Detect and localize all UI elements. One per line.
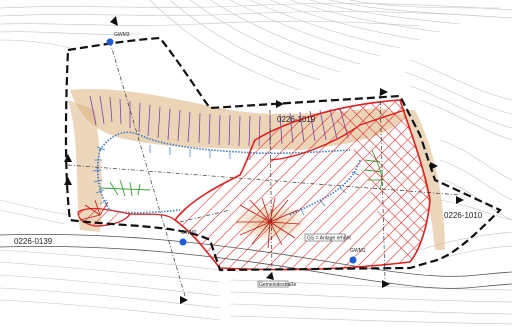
arrow-marker — [110, 16, 118, 26]
arrow-marker — [380, 88, 388, 96]
section-lines — [67, 41, 461, 297]
parcel-label-0226-1019: 0226-1019 — [277, 115, 316, 124]
development-area-red-left — [77, 207, 131, 227]
section-arrows — [64, 16, 464, 304]
well-gwm1-label: GWM1 — [350, 248, 366, 254]
parcel-label-0226-1010: 0226-1010 — [444, 211, 483, 220]
annotation-box-gs-text: GS = Anlage erhöht — [307, 236, 351, 242]
vegetation-green-left — [99, 179, 151, 197]
well-gwm2-label: GWM2 — [181, 230, 197, 236]
well-gwm3-marker — [106, 38, 114, 46]
arrow-marker — [456, 196, 464, 204]
road-label-box: Gemeindestraße — [257, 280, 296, 288]
red-edge-line — [269, 109, 406, 161]
well-gwm2-marker — [179, 238, 187, 246]
well-gwm1-marker — [349, 256, 357, 264]
radial-lines-red-left — [79, 199, 109, 221]
parcel-label-0226-0139: 0226-0139 — [14, 237, 53, 246]
arrow-marker — [64, 177, 72, 185]
arrow-marker — [276, 100, 284, 108]
well-gwm3: GWM3 — [106, 32, 130, 46]
radial-lines-red — [236, 197, 301, 249]
terrain-shading-left — [68, 100, 103, 232]
project-boundary — [64, 36, 502, 272]
arrow-marker — [266, 272, 274, 280]
development-area-red-overlay — [330, 100, 430, 262]
arrow-marker — [64, 154, 72, 162]
arrow-marker — [430, 162, 438, 170]
arrow-marker — [382, 280, 390, 288]
arrow-marker — [180, 296, 188, 304]
well-gwm1: GWM1 — [349, 248, 366, 264]
terrain-shading-right — [400, 110, 445, 250]
annotation-box-gs: GS = Anlage erhöht — [304, 233, 351, 242]
well-gwm2: GWM2 — [179, 230, 197, 246]
road-label-text: Gemeindestraße — [259, 282, 296, 288]
red-line-connector — [129, 213, 176, 221]
well-gwm3-label: GWM3 — [114, 32, 130, 38]
